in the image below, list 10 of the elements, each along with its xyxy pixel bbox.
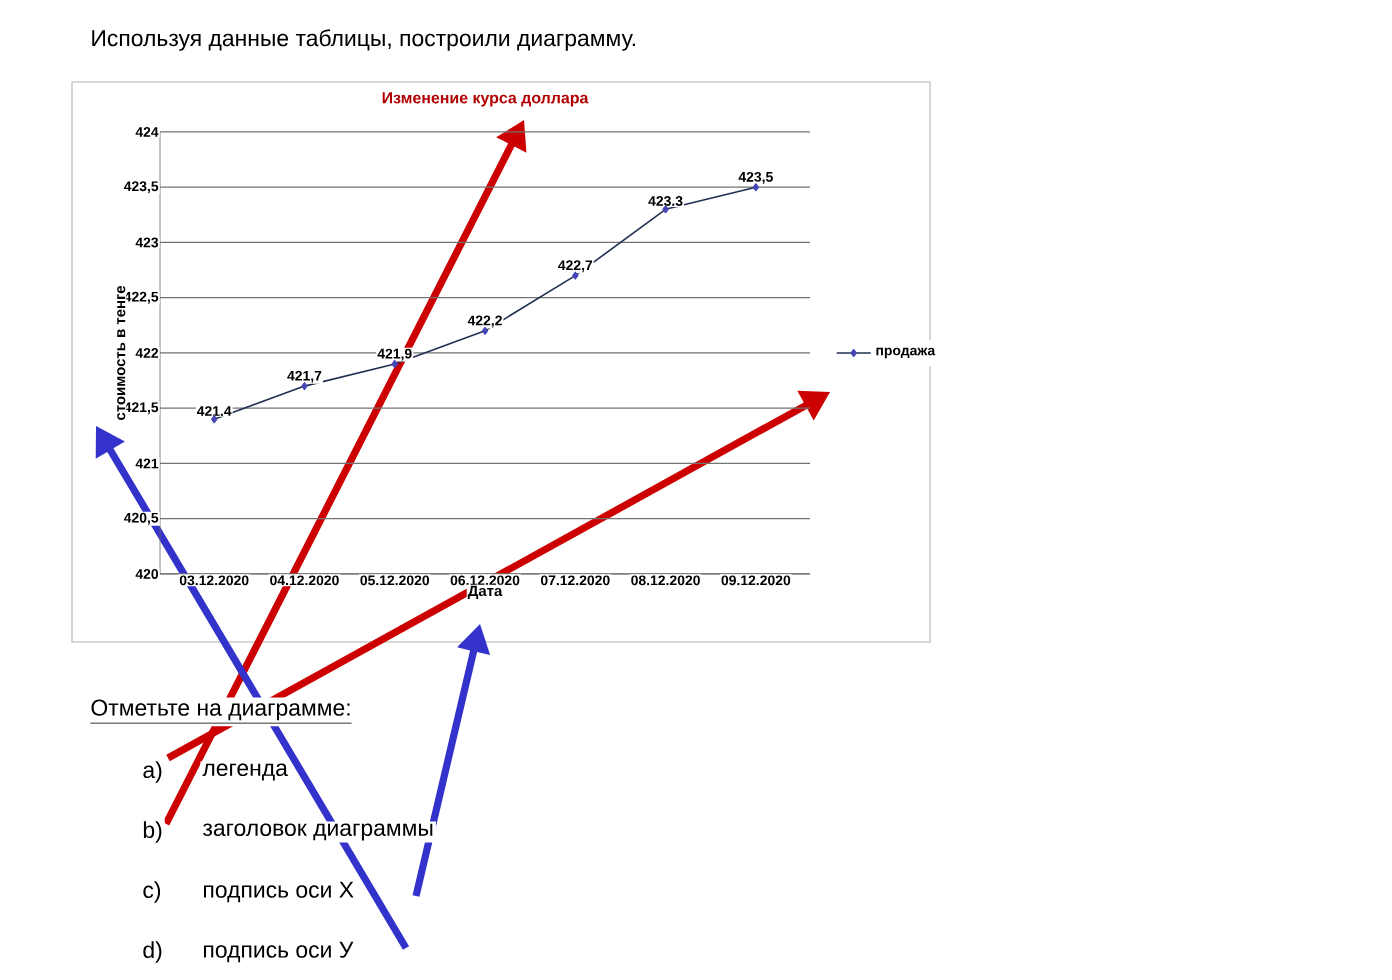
text: подпись оси У <box>204 941 354 963</box>
text: a) <box>143 761 162 783</box>
text: подпись оси X <box>204 881 354 903</box>
text: d) <box>143 941 162 963</box>
text: Используя данные таблицы, построили диаграмму. <box>92 29 635 51</box>
text: легенда <box>202 763 288 781</box>
text: c) <box>143 881 161 903</box>
text: заголовок диаграммы <box>202 823 433 841</box>
text: Отметьте на диаграмме: <box>91 699 350 721</box>
text: b) <box>143 821 162 843</box>
